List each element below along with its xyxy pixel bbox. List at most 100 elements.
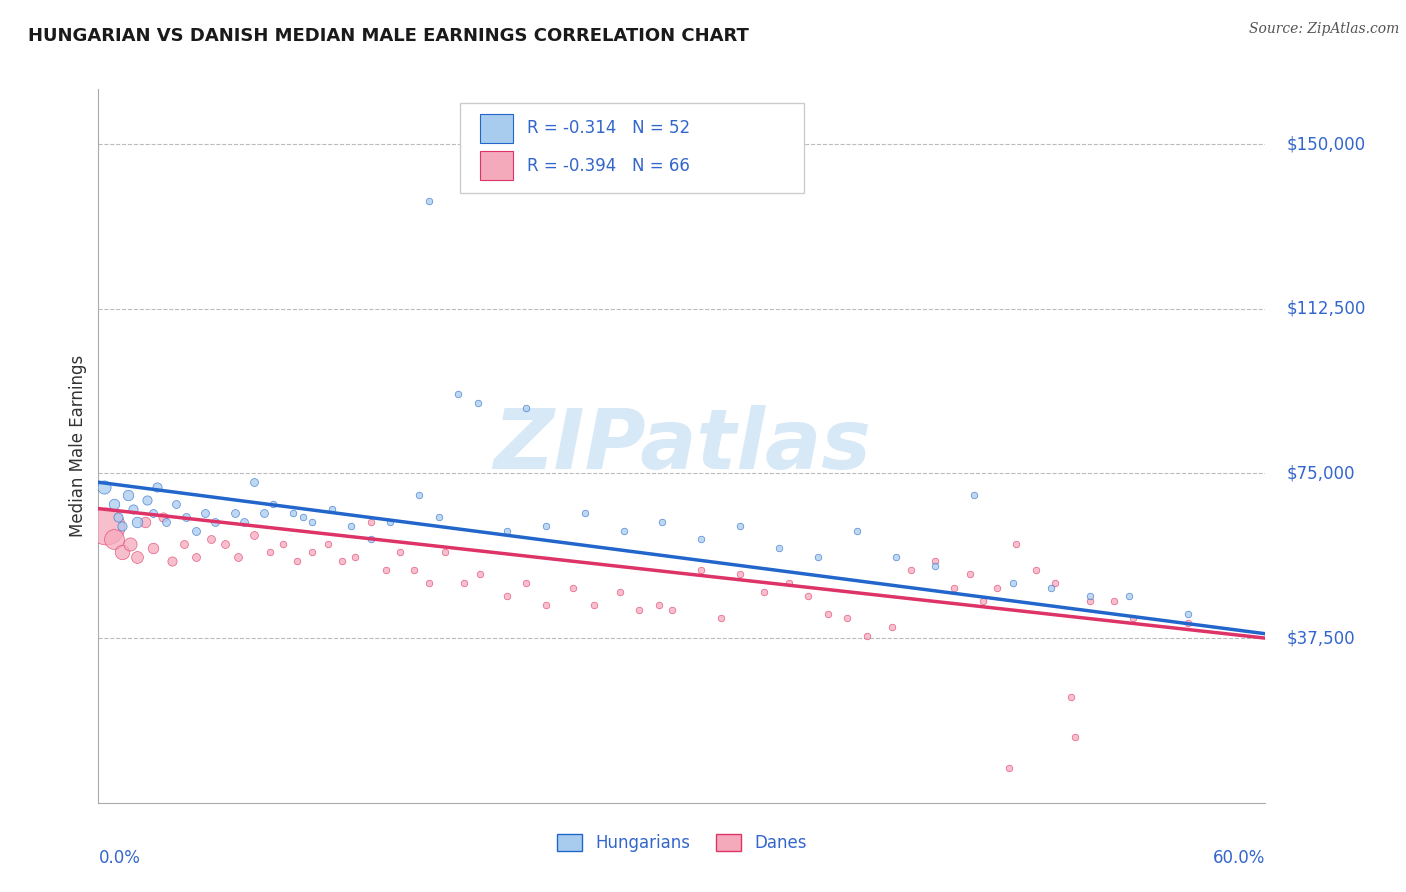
Point [797,590,820,604]
Point [301,545,323,559]
Point [1080,590,1102,604]
Point [162,554,184,568]
Point [845,524,868,538]
Point [224,506,246,520]
Text: Source: ZipAtlas.com: Source: ZipAtlas.com [1249,22,1399,37]
Text: $112,500: $112,500 [1286,300,1365,318]
Point [117,488,139,502]
Y-axis label: Median Male Earnings: Median Male Earnings [69,355,87,537]
Point [375,563,398,577]
Point [233,515,256,529]
Point [959,567,981,582]
Point [433,545,456,559]
Text: $150,000: $150,000 [1286,135,1365,153]
Text: ZIPatlas: ZIPatlas [494,406,870,486]
Point [468,567,491,582]
Point [690,563,713,577]
Text: HUNGARIAN VS DANISH MEDIAN MALE EARNINGS CORRELATION CHART: HUNGARIAN VS DANISH MEDIAN MALE EARNINGS… [28,27,749,45]
Point [534,519,557,533]
Point [900,563,922,577]
Point [173,537,195,551]
Point [924,554,946,568]
Point [583,598,606,612]
Point [96,519,118,533]
Point [152,510,174,524]
Point [986,581,1008,595]
Point [495,590,517,604]
Point [1060,690,1083,705]
Point [1177,615,1199,630]
Point [107,510,129,524]
Point [1045,576,1067,591]
Point [880,620,903,634]
Point [1118,590,1140,604]
FancyBboxPatch shape [479,114,513,143]
Point [651,515,673,529]
Point [127,515,149,529]
Point [427,510,450,524]
Point [997,761,1019,775]
Point [155,515,177,529]
Text: R = -0.314   N = 52: R = -0.314 N = 52 [527,120,690,137]
Point [418,576,440,591]
Point [562,581,585,595]
Point [253,506,276,520]
Point [259,545,281,559]
Point [447,387,470,401]
Point [301,515,323,529]
Point [1063,730,1085,744]
Point [418,194,440,209]
Point [924,558,946,573]
FancyBboxPatch shape [479,152,513,180]
Point [768,541,790,555]
Point [515,401,537,415]
Point [661,602,683,616]
Point [111,545,134,559]
Point [291,510,314,524]
Point [93,480,115,494]
Point [281,506,304,520]
Point [1040,581,1063,595]
Point [271,537,294,551]
Text: R = -0.394   N = 66: R = -0.394 N = 66 [527,157,689,175]
Point [200,533,222,547]
Point [1122,611,1144,625]
FancyBboxPatch shape [460,103,804,193]
Point [778,576,800,591]
Point [142,506,165,520]
Point [1025,563,1047,577]
Point [340,519,363,533]
Point [285,554,308,568]
Point [103,533,125,547]
Point [360,515,382,529]
Point [972,594,994,608]
Point [855,629,877,643]
Point [330,554,353,568]
Point [884,549,907,564]
Point [1005,537,1028,551]
Point [194,506,217,520]
Point [628,602,651,616]
Point [321,501,343,516]
Point [243,528,266,542]
Point [467,396,489,410]
Point [118,537,141,551]
Point [103,497,125,511]
Point [1177,607,1199,621]
Point [690,533,713,547]
Text: 60.0%: 60.0% [1213,849,1265,867]
Point [243,475,266,490]
Point [174,510,197,524]
Point [262,497,284,511]
Point [378,515,402,529]
Point [111,519,134,533]
Point [515,576,537,591]
Point [136,492,159,507]
Point [534,598,557,612]
Point [146,480,169,494]
Text: $37,500: $37,500 [1286,629,1355,647]
Point [807,549,830,564]
Point [730,567,752,582]
Point [142,541,165,555]
Point [316,537,339,551]
